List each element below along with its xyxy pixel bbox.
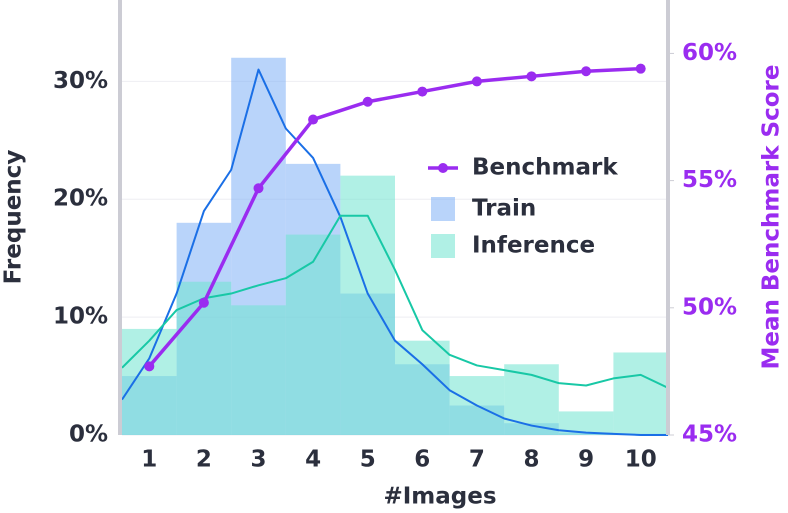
point xyxy=(581,66,592,77)
point xyxy=(144,361,155,372)
y2-tick-label: 60% xyxy=(682,40,737,66)
legend-label: Inference xyxy=(472,233,595,259)
y-tick-label: 20% xyxy=(53,186,108,212)
x-tick-label: 10 xyxy=(625,447,657,473)
x-tick-label: 4 xyxy=(305,447,321,473)
x-tick-label: 5 xyxy=(360,447,376,473)
x-tick-label: 1 xyxy=(141,447,157,473)
x-tick-label: 9 xyxy=(578,447,594,473)
bar xyxy=(340,175,395,436)
bar xyxy=(558,411,614,435)
legend-swatch xyxy=(431,197,455,221)
y2-tick-label: 50% xyxy=(682,294,737,320)
point xyxy=(198,297,209,308)
legend-marker xyxy=(438,163,448,173)
x-tick-label: 8 xyxy=(523,447,539,473)
point xyxy=(417,86,428,97)
point xyxy=(253,183,264,194)
legend-swatch xyxy=(431,234,455,258)
bar xyxy=(231,305,286,435)
point xyxy=(308,114,319,125)
legend-label: Train xyxy=(472,196,536,222)
x-tick-label: 7 xyxy=(469,447,485,473)
x-tick-label: 2 xyxy=(196,447,212,473)
density-curve xyxy=(121,214,669,389)
x-tick-label: 6 xyxy=(414,447,430,473)
y2-axis-label: Mean Benchmark Score xyxy=(759,65,785,370)
x-axis-label: #Images xyxy=(383,484,496,510)
bar xyxy=(504,364,559,435)
point xyxy=(471,76,482,87)
x-tick-label: 3 xyxy=(250,447,266,473)
legend-label: Benchmark xyxy=(472,155,618,181)
y2-tick-label: 55% xyxy=(682,167,737,193)
point xyxy=(635,63,646,74)
y-axis-label: Frequency xyxy=(1,150,27,285)
bar xyxy=(613,352,668,435)
bar xyxy=(395,340,450,435)
bar xyxy=(285,234,341,435)
y-tick-label: 0% xyxy=(69,422,108,448)
point xyxy=(526,71,537,82)
line xyxy=(147,66,641,368)
y2-tick-label: 45% xyxy=(682,422,737,448)
y-tick-label: 10% xyxy=(53,304,108,330)
point xyxy=(362,96,373,107)
density-curve xyxy=(121,68,668,436)
y-tick-label: 30% xyxy=(53,68,108,94)
